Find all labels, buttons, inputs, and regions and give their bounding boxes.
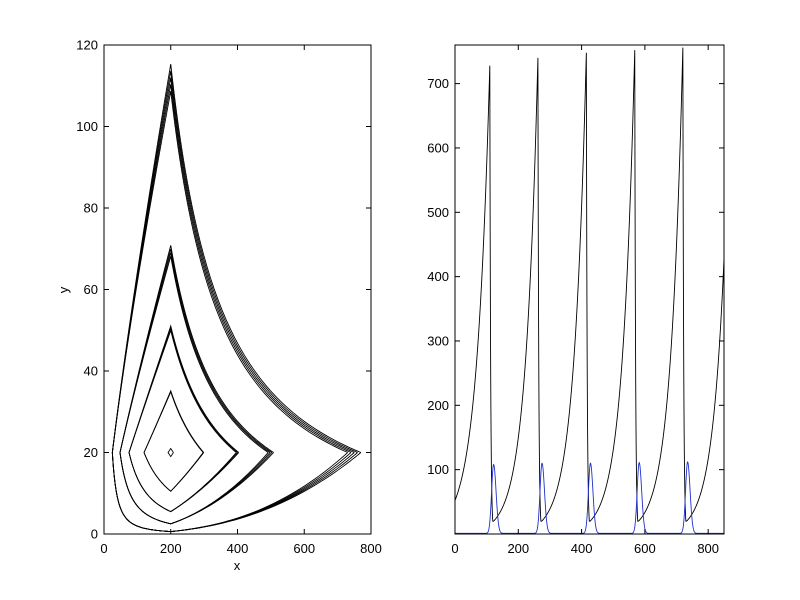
phase-orbit (128, 324, 240, 513)
phase-plot-ytick-label: 60 (84, 282, 98, 297)
phase-plot-ytick-label: 20 (84, 445, 98, 460)
time-series-line-black (455, 47, 724, 522)
phase-plot-ytick-label: 120 (76, 38, 98, 53)
time-series-ytick-label: 500 (427, 205, 449, 220)
time-series-xtick-label: 0 (451, 541, 458, 556)
time-series-ticks: 0 200 400 600 800 100 200 300 400 500 600 700 (427, 45, 724, 556)
phase-orbit (167, 447, 174, 458)
phase-plot-orbits (111, 64, 362, 532)
time-series-ytick-label: 400 (427, 269, 449, 284)
time-series-xtick-label: 200 (507, 541, 529, 556)
phase-orbit (143, 389, 205, 492)
time-series-xtick-label: 400 (571, 541, 593, 556)
phase-plot-xlabel: x (234, 558, 241, 573)
phase-plot-ylabel: y (56, 286, 71, 293)
phase-plot-xtick-label: 400 (227, 541, 249, 556)
phase-plot-xtick-label: 0 (100, 541, 107, 556)
time-series-line-blue (455, 461, 724, 534)
time-series-xtick-label: 600 (634, 541, 656, 556)
time-series-lines (455, 47, 724, 534)
time-series-frame (454, 44, 725, 535)
time-series-xtick-label: 800 (697, 541, 719, 556)
phase-plot-ytick-label: 100 (76, 119, 98, 134)
time-series-ytick-label: 600 (427, 140, 449, 155)
time-series-ytick-label: 200 (427, 398, 449, 413)
phase-plot-xtick-label: 200 (160, 541, 182, 556)
time-series-ytick-label: 700 (427, 76, 449, 91)
phase-plot-xtick-label: 800 (360, 541, 382, 556)
time-series-ytick-label: 100 (427, 462, 449, 477)
phase-plot-ytick-label: 40 (84, 364, 98, 379)
phase-plot-ticks: 0 200 400 600 800 0 20 40 60 80 100 120 (76, 38, 382, 557)
phase-plot-ytick-label: 80 (84, 201, 98, 216)
phase-orbit (119, 245, 274, 525)
phase-plot-axes: 0 200 400 600 800 0 20 40 60 80 100 120 x y (56, 38, 382, 574)
phase-orbit (111, 64, 362, 532)
phase-plot-xtick-label: 600 (293, 541, 315, 556)
phase-plot-ytick-label: 0 (91, 527, 98, 542)
time-series-axes: 0 200 400 600 800 100 200 300 400 500 600 700 (427, 44, 725, 556)
time-series-ytick-label: 300 (427, 333, 449, 348)
